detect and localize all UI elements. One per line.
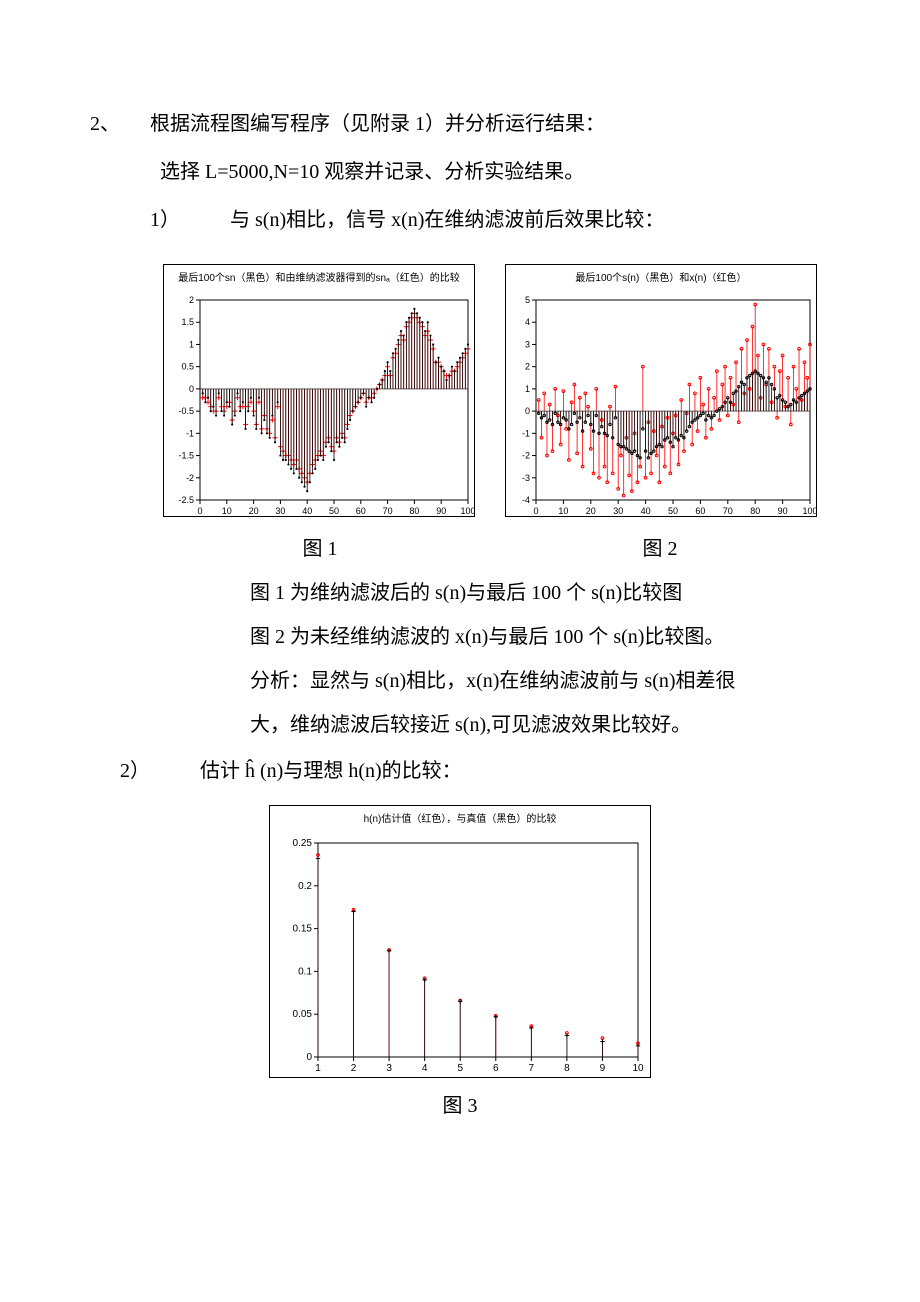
item-2-text-2: 选择 L=5000,N=10 观察并记录、分析实验结果。 [90, 148, 830, 196]
analysis-line1: 分析：显然与 s(n)相比，x(n)在维纳滤波前与 s(n)相差很 [90, 659, 830, 703]
svg-text:40: 40 [302, 506, 312, 516]
svg-text:70: 70 [723, 506, 733, 516]
svg-text:30: 30 [613, 506, 623, 516]
svg-text:-0.5: -0.5 [178, 406, 194, 416]
svg-text:-4: -4 [522, 495, 530, 505]
svg-text:1: 1 [315, 1063, 321, 1074]
svg-text:-3: -3 [522, 473, 530, 483]
svg-text:1: 1 [189, 339, 194, 349]
svg-text:10: 10 [632, 1063, 644, 1074]
svg-text:-2: -2 [186, 473, 194, 483]
chart-2-svg: -4-3-2-10123450102030405060708090100 [506, 286, 816, 516]
svg-text:80: 80 [750, 506, 760, 516]
svg-text:0.25: 0.25 [293, 838, 313, 849]
svg-text:6: 6 [493, 1063, 499, 1074]
chart-3: h(n)估计值（红色），与真值（黑色）的比较 0 0.05 0.1 0.15 0.2 0.… [269, 805, 651, 1078]
charts-row-1: 最后100个sn（黑色）和由维纳滤波器得到的snₐ（红色）的比较 -2.5 -2 -… [90, 264, 830, 517]
subitem-2: 2） 估计 ĥ (n)与理想 h(n)的比较： [90, 747, 830, 795]
svg-text:4: 4 [422, 1063, 428, 1074]
svg-text:2: 2 [525, 362, 530, 372]
page: 2、 根据流程图编写程序（见附录 1）并分析运行结果： 选择 L=5000,N=… [0, 0, 920, 1188]
svg-text:0.15: 0.15 [293, 924, 313, 935]
svg-text:-1: -1 [522, 428, 530, 438]
svg-text:80: 80 [409, 506, 419, 516]
svg-text:100: 100 [460, 506, 474, 516]
fig3-label: 图 3 [90, 1084, 830, 1128]
svg-text:50: 50 [329, 506, 339, 516]
svg-text:0: 0 [533, 506, 538, 516]
svg-text:20: 20 [586, 506, 596, 516]
subitem-2-text: 估计 ĥ (n)与理想 h(n)的比较： [200, 747, 830, 795]
svg-text:1.5: 1.5 [181, 317, 194, 327]
chart-1-svg: -2.5-2-1.5-1-0.500.511.52010203040506070… [164, 286, 474, 516]
svg-text:0.05: 0.05 [293, 1009, 313, 1020]
subitem-1: 1） 与 s(n)相比，信号 x(n)在维纳滤波前后效果比较： [90, 196, 830, 244]
svg-text:0: 0 [525, 406, 530, 416]
fig1-label: 图 1 [150, 527, 490, 571]
figure-labels-row: 图 1 图 2 [90, 527, 830, 571]
svg-text:0: 0 [197, 506, 202, 516]
svg-text:2: 2 [189, 295, 194, 305]
svg-text:10: 10 [558, 506, 568, 516]
svg-text:3: 3 [525, 339, 530, 349]
fig2-label: 图 2 [490, 527, 830, 571]
svg-text:60: 60 [695, 506, 705, 516]
svg-text:90: 90 [778, 506, 788, 516]
chart-1: 最后100个sn（黑色）和由维纳滤波器得到的snₐ（红色）的比较 -2.5 -2 -… [163, 264, 475, 517]
svg-text:-1.5: -1.5 [178, 451, 194, 461]
svg-text:10: 10 [222, 506, 232, 516]
svg-text:4: 4 [525, 317, 530, 327]
subitem-1-number: 1） [150, 196, 230, 244]
svg-text:9: 9 [600, 1063, 606, 1074]
chart-2-title: 最后100个s(n)（黑色）和x(n)（红色） [506, 265, 816, 286]
svg-text:70: 70 [383, 506, 393, 516]
svg-text:50: 50 [668, 506, 678, 516]
item-2-text-1: 根据流程图编写程序（见附录 1）并分析运行结果： [150, 100, 830, 148]
svg-text:8: 8 [564, 1063, 570, 1074]
fig2-description: 图 2 为未经维纳滤波的 x(n)与最后 100 个 s(n)比较图。 [90, 615, 830, 659]
svg-text:0.1: 0.1 [298, 966, 312, 977]
chart-3-title: h(n)估计值（红色），与真值（黑色）的比较 [270, 806, 650, 827]
chart-3-svg: 0 0.05 0.1 0.15 0.2 0.25 1 2 3 4 5 6 7 8 9 10 [270, 827, 650, 1077]
chart-1-title: 最后100个sn（黑色）和由维纳滤波器得到的snₐ（红色）的比较 [164, 265, 474, 286]
svg-text:60: 60 [356, 506, 366, 516]
subitem-1-text: 与 s(n)相比，信号 x(n)在维纳滤波前后效果比较： [230, 196, 830, 244]
chart-2: 最后100个s(n)（黑色）和x(n)（红色） -4-3-2-101234501… [505, 264, 817, 517]
subitem-2-number: 2） [120, 747, 200, 795]
svg-text:20: 20 [249, 506, 259, 516]
svg-text:0.2: 0.2 [298, 881, 312, 892]
chart-3-wrap: h(n)估计值（红色），与真值（黑色）的比较 0 0.05 0.1 0.15 0.2 0.… [90, 805, 830, 1078]
svg-text:-2.5: -2.5 [178, 495, 194, 505]
fig1-description: 图 1 为维纳滤波后的 s(n)与最后 100 个 s(n)比较图 [90, 571, 830, 615]
svg-text:2: 2 [351, 1063, 357, 1074]
svg-text:-1: -1 [186, 428, 194, 438]
svg-text:40: 40 [641, 506, 651, 516]
svg-text:90: 90 [436, 506, 446, 516]
svg-text:5: 5 [457, 1063, 463, 1074]
svg-text:1: 1 [525, 384, 530, 394]
svg-text:0: 0 [306, 1052, 312, 1063]
item-2-number: 2、 [90, 100, 150, 148]
svg-text:7: 7 [529, 1063, 535, 1074]
svg-text:100: 100 [802, 506, 816, 516]
svg-text:30: 30 [275, 506, 285, 516]
svg-text:0: 0 [189, 384, 194, 394]
analysis-line2: 大，维纳滤波后较接近 s(n),可见滤波效果比较好。 [90, 703, 830, 747]
svg-text:3: 3 [386, 1063, 392, 1074]
svg-text:0.5: 0.5 [181, 362, 194, 372]
svg-text:-2: -2 [522, 451, 530, 461]
svg-text:5: 5 [525, 295, 530, 305]
item-2: 2、 根据流程图编写程序（见附录 1）并分析运行结果： [90, 100, 830, 148]
